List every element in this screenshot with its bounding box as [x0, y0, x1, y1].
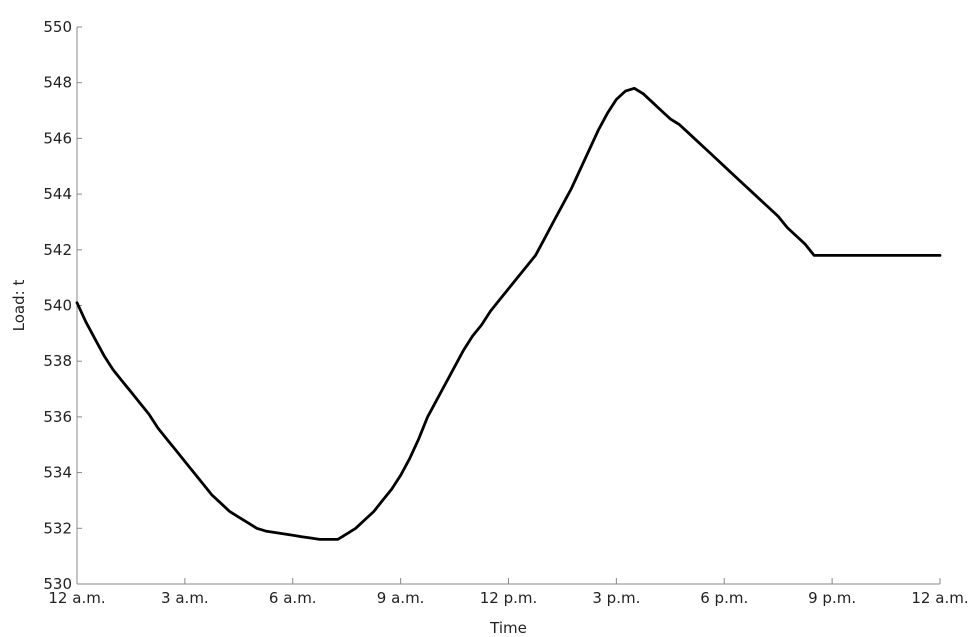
y-tick-label: 538	[43, 352, 72, 370]
x-axis-title: Time	[489, 619, 527, 637]
y-tick-label: 540	[43, 297, 72, 315]
x-tick-label: 9 a.m.	[377, 589, 425, 607]
y-tick-label: 548	[43, 74, 72, 92]
y-tick-label: 546	[43, 129, 72, 147]
y-tick-label: 534	[43, 464, 72, 482]
x-tick-label: 6 p.m.	[700, 589, 748, 607]
x-tick-label: 6 a.m.	[269, 589, 317, 607]
y-axis-title: Load: t	[10, 280, 28, 332]
x-tick-label: 12 a.m.	[911, 589, 968, 607]
x-tick-label: 12 p.m.	[480, 589, 538, 607]
y-tick-label: 544	[43, 185, 72, 203]
y-tick-label: 550	[43, 18, 72, 36]
x-axis-ticks: 12 a.m. 3 a.m. 6 a.m. 9 a.m. 12 p.m. 3 p.m. 6 …	[48, 578, 969, 607]
y-tick-label: 530	[43, 575, 72, 593]
y-axis-ticks: 530 532 534 536 538 540 542 544 546 548 550	[43, 18, 82, 593]
x-tick-label: 3 p.m.	[592, 589, 640, 607]
y-tick-label: 536	[43, 408, 72, 426]
x-tick-label: 9 p.m.	[808, 589, 856, 607]
x-tick-label: 3 a.m.	[161, 589, 209, 607]
y-tick-label: 532	[43, 519, 72, 537]
y-tick-label: 542	[43, 241, 72, 259]
x-tick-label: 12 a.m.	[48, 589, 105, 607]
series-line-load	[75, 86, 942, 541]
